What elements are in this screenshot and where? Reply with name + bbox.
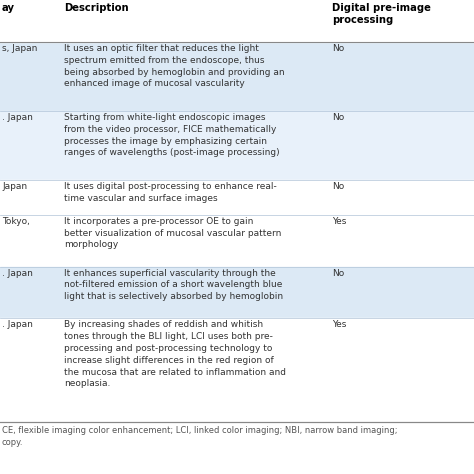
Bar [0,0,474,42]
Text: No: No [332,44,344,53]
Text: CE, flexible imaging color enhancement; LCI, linked color imaging; NBI, narrow b: CE, flexible imaging color enhancement; … [2,426,398,447]
Text: Yes: Yes [332,320,346,329]
Text: No: No [332,182,344,191]
Text: Digital pre-image
processing: Digital pre-image processing [332,3,431,26]
Text: It incorporates a pre-processor OE to gain
better visualization of mucosal vascu: It incorporates a pre-processor OE to ga… [64,217,282,249]
Text: By increasing shades of reddish and whitish
tones through the BLI light, LCI use: By increasing shades of reddish and whit… [64,320,286,388]
Text: . Japan: . Japan [2,320,33,329]
Text: s, Japan: s, Japan [2,44,37,53]
Text: ay: ay [2,3,15,13]
Text: It uses an optic filter that reduces the light
spectrum emitted from the endosco: It uses an optic filter that reduces the… [64,44,284,88]
Text: No: No [332,113,344,122]
Bar [0,319,474,422]
Text: Tokyo,: Tokyo, [2,217,30,226]
Text: It enhances superficial vascularity through the
not-filtered emission of a short: It enhances superficial vascularity thro… [64,269,283,301]
Text: Starting from white-light endoscopic images
from the video processor, FICE mathe: Starting from white-light endoscopic ima… [64,113,280,157]
Bar [0,111,474,180]
Text: Yes: Yes [332,217,346,226]
Bar [0,42,474,111]
Text: Description: Description [64,3,128,13]
Text: No: No [332,269,344,278]
Text: It uses digital post-processing to enhance real-
time vascular and surface image: It uses digital post-processing to enhan… [64,182,277,203]
Bar [0,215,474,266]
Text: . Japan: . Japan [2,113,33,122]
Text: Japan: Japan [2,182,27,191]
Bar [0,180,474,215]
Text: . Japan: . Japan [2,269,33,278]
Bar [0,266,474,319]
